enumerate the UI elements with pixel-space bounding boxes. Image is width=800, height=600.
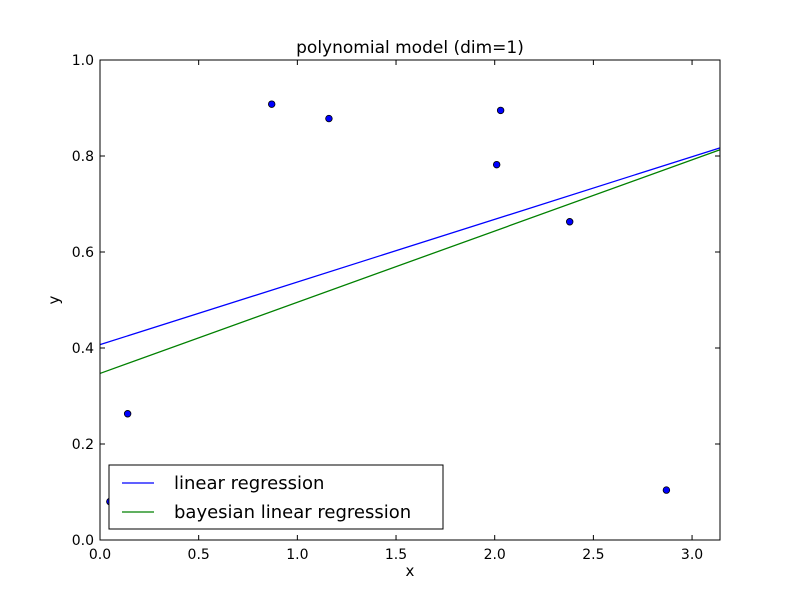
x-tick-label-6: 3.0 — [681, 547, 703, 563]
legend: linear regression bayesian linear regres… — [108, 464, 444, 530]
plot-frame — [99, 59, 721, 541]
scatter-point-3 — [325, 114, 333, 123]
scatter-point-7 — [662, 486, 671, 494]
y-tick-label-2: 0.4 — [72, 341, 94, 357]
y-tick-label-0: 0.0 — [72, 533, 94, 549]
x-tick-label-4: 2.0 — [484, 547, 506, 563]
legend-box — [108, 464, 444, 530]
scatter-point-1 — [123, 410, 132, 418]
scatter-point-2 — [268, 100, 276, 108]
x-tick-label-2: 1.0 — [286, 547, 308, 563]
y-axis-label: y — [45, 295, 63, 304]
y-tick-label-4: 0.8 — [72, 149, 94, 165]
chart-title: polynomial model (dim=1) — [296, 38, 524, 58]
scatter-point-5 — [496, 106, 505, 115]
y-tick-label-3: 0.6 — [72, 245, 94, 261]
scatter-point-4 — [492, 160, 501, 169]
x-tick-label-0: 0.0 — [89, 547, 111, 563]
legend-label-bayesian-linear-regression: bayesian linear regression — [174, 502, 411, 523]
x-tick-label-3: 1.5 — [385, 547, 407, 563]
x-axis-label: x — [406, 562, 415, 580]
x-tick-label-5: 2.5 — [582, 547, 604, 563]
legend-label-linear-regression: linear regression — [174, 473, 324, 494]
y-tick-label-1: 0.2 — [72, 437, 94, 453]
plot-area — [100, 60, 720, 540]
scatter-point-6 — [566, 218, 574, 226]
series-lines — [99, 147, 721, 375]
axis-ticks: 0.0 0.5 1.0 1.5 2.0 2.5 3.0 0.0 0.2 0.4 0.6 0.8 1.0 — [72, 53, 720, 563]
series-line-0 — [99, 147, 721, 346]
y-tick-label-5: 1.0 — [72, 53, 94, 69]
series-line-1 — [99, 149, 721, 375]
scatter-points — [106, 100, 671, 506]
x-tick-label-1: 0.5 — [188, 547, 210, 563]
